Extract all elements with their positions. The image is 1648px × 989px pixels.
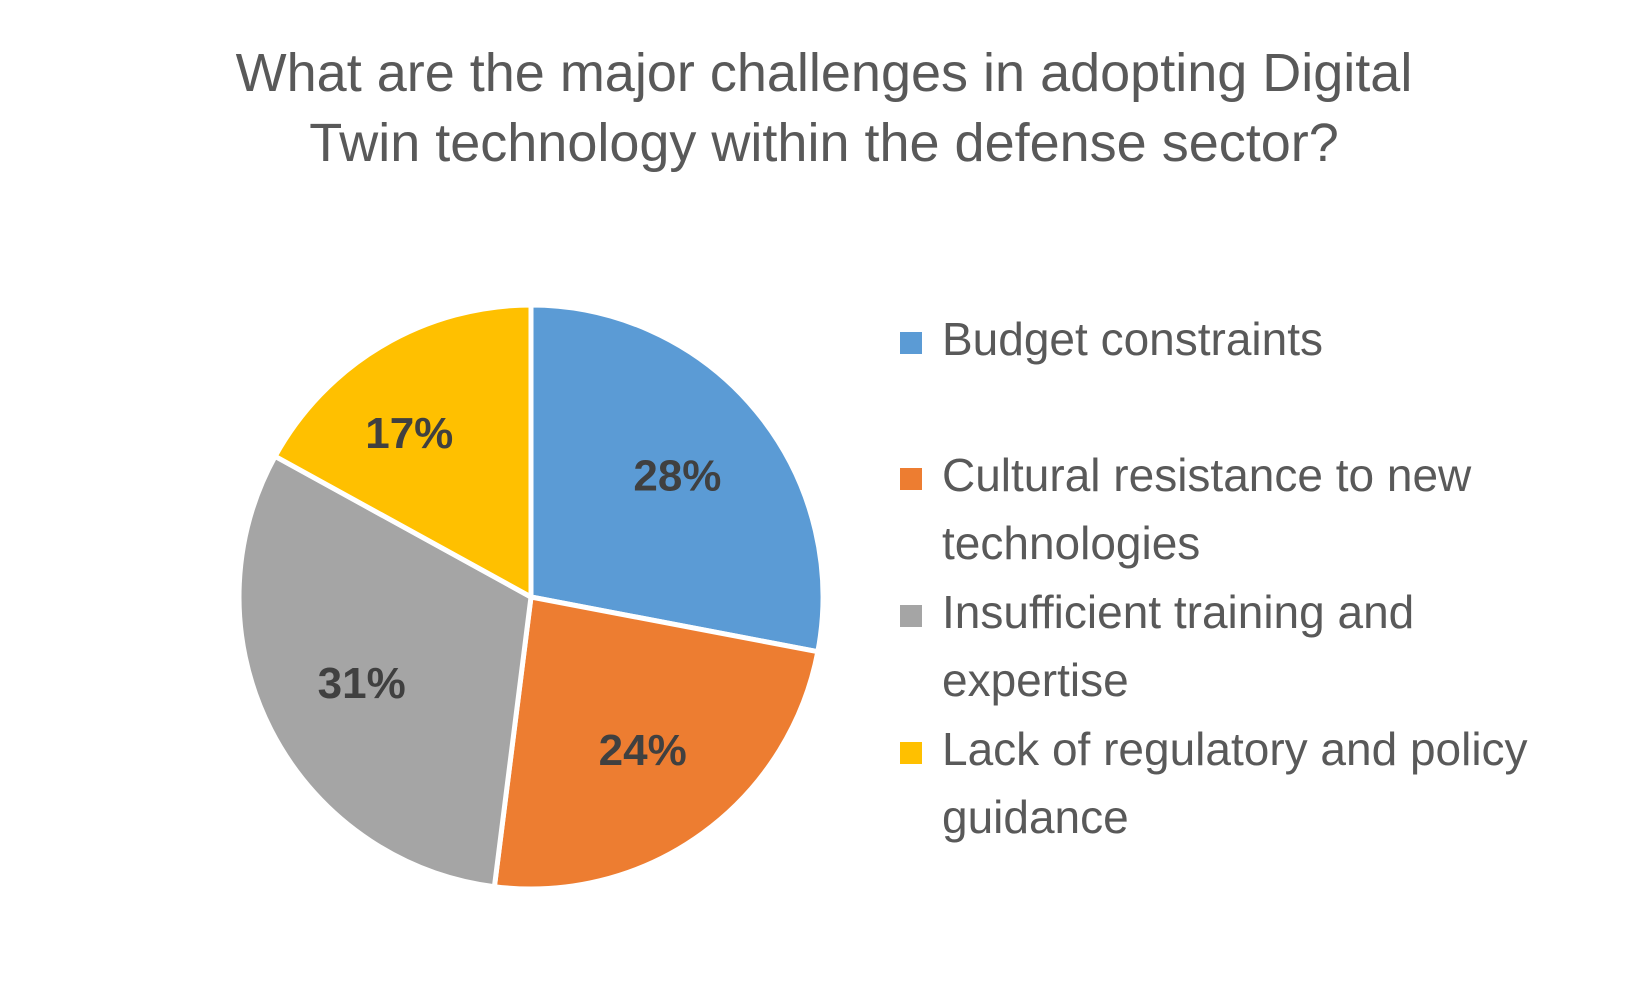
- pie-slice-cultural-resistance: [491, 594, 821, 892]
- legend-label-line: Insufficient training and: [942, 586, 1415, 638]
- legend-label-line: Budget constraints: [942, 313, 1324, 365]
- data-label-lack-of-regulatory: 17%: [365, 409, 453, 458]
- chart-title: What are the major challenges in adoptin…: [0, 38, 1648, 178]
- legend-label-cultural-resistance: Cultural resistance to new technologies: [942, 441, 1582, 577]
- pie-slice-insufficient-training: [236, 453, 534, 890]
- legend-label-budget-constraints: Budget constraints: [942, 305, 1582, 373]
- legend-swatch-budget-constraints: [900, 332, 922, 354]
- legend-label-line: Lack of regulatory and policy: [942, 723, 1528, 775]
- legend-label-line: technologies: [942, 517, 1201, 569]
- legend-swatch-insufficient-training: [900, 605, 922, 627]
- legend-label-insufficient-training: Insufficient training and expertise: [942, 578, 1582, 714]
- data-label-budget-constraints: 28%: [633, 451, 721, 500]
- legend-label-line: guidance: [942, 791, 1129, 843]
- data-label-cultural-resistance: 24%: [599, 726, 687, 775]
- legend-swatch-lack-of-regulatory: [900, 742, 922, 764]
- chart-title-line-1: What are the major challenges in adoptin…: [235, 43, 1413, 103]
- legend-label-line: Cultural resistance to new: [942, 449, 1472, 501]
- data-label-insufficient-training: 31%: [318, 659, 406, 708]
- legend-label-line: expertise: [942, 654, 1129, 706]
- legend-label-lack-of-regulatory: Lack of regulatory and policy guidance: [942, 715, 1582, 851]
- pie-slice-budget-constraints: [528, 302, 826, 655]
- pie-slice-lack-of-regulatory: [272, 302, 534, 600]
- legend-swatch-cultural-resistance: [900, 468, 922, 490]
- chart-title-line-2: Twin technology within the defense secto…: [309, 113, 1339, 173]
